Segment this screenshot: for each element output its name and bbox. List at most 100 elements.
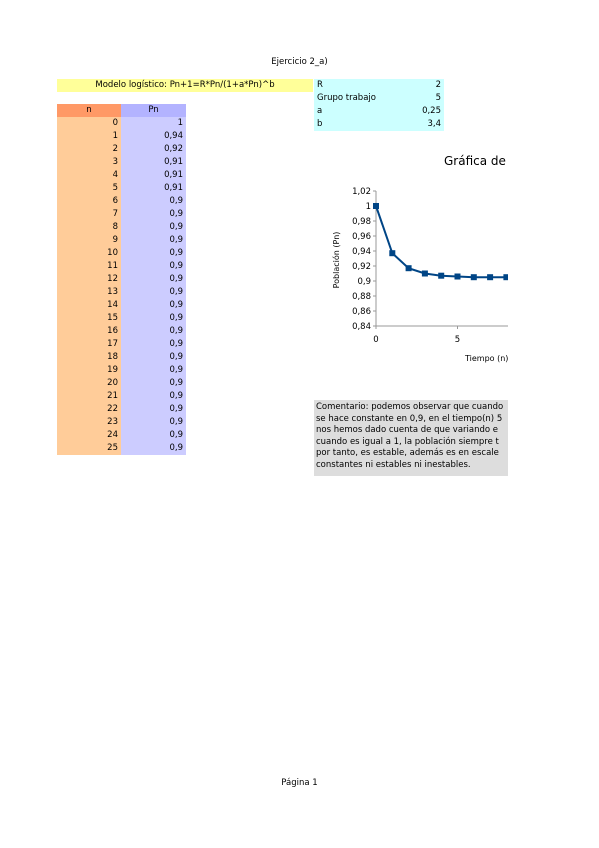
comment-line: Comentario: podemos observar que cuando bbox=[316, 402, 504, 412]
cell-pn: 0,9 bbox=[121, 364, 186, 377]
page-title: Ejercicio 2_a) bbox=[271, 57, 328, 67]
cell-n: 4 bbox=[57, 169, 121, 182]
param-label: R bbox=[317, 80, 323, 90]
series-line bbox=[375, 205, 508, 279]
data-point bbox=[487, 274, 494, 281]
param-label: a bbox=[317, 106, 323, 116]
cell-pn: 0,91 bbox=[121, 156, 186, 169]
param-value: 2 bbox=[435, 80, 441, 90]
table-row: 5 0,91 bbox=[57, 182, 186, 195]
table-row: 16 0,9 bbox=[57, 325, 186, 338]
y-tick-label: 0,88 bbox=[352, 292, 371, 302]
y-tick-label: 0,96 bbox=[352, 232, 371, 242]
cell-n: 15 bbox=[57, 312, 121, 325]
param-value: 0,25 bbox=[422, 106, 441, 116]
cell-pn: 0,9 bbox=[121, 338, 186, 351]
comment-line: se hace constante en 0,9, en el tiempo(n… bbox=[316, 413, 503, 424]
parameters-block: R 2 Grupo trabajo 5 a 0,25 b 3,4 bbox=[314, 79, 444, 131]
y-tick-label: 1 bbox=[366, 202, 371, 212]
cell-n: 19 bbox=[57, 364, 121, 377]
y-axis-label: Población (Pn) bbox=[331, 232, 341, 289]
cell-n: 2 bbox=[57, 143, 121, 156]
cell-pn: 0,91 bbox=[121, 182, 186, 195]
cell-pn: 0,9 bbox=[121, 429, 186, 442]
param-row: b 3,4 bbox=[314, 118, 444, 131]
chart: Gráfica de p 0,84 0,86 0,88 0,9 0,92 0,94 0,96 0… bbox=[322, 150, 508, 370]
cell-n: 8 bbox=[57, 221, 121, 234]
data-table: n Pn 0 1 1 0,94 2 0,92 3 0,91 4 0,91 5 0,91 6 0,9 7 0,9… bbox=[57, 104, 186, 455]
param-value: 3,4 bbox=[427, 119, 441, 129]
cell-pn: 0,9 bbox=[121, 299, 186, 312]
table-row: 22 0,9 bbox=[57, 403, 186, 416]
param-row: Grupo trabajo 5 bbox=[314, 92, 444, 105]
table-row: 2 0,92 bbox=[57, 143, 186, 156]
y-tick-label: 0,84 bbox=[352, 322, 371, 332]
y-tick-label: 0,94 bbox=[352, 247, 371, 257]
comment-line: constantes ni estables ni inestables. bbox=[316, 459, 471, 470]
cell-pn: 0,94 bbox=[121, 130, 186, 143]
header-pn: Pn bbox=[121, 104, 186, 117]
cell-n: 11 bbox=[57, 260, 121, 273]
cell-pn: 0,9 bbox=[121, 390, 186, 403]
cell-n: 0 bbox=[57, 117, 121, 130]
cell-n: 24 bbox=[57, 429, 121, 442]
param-row: R 2 bbox=[314, 79, 444, 92]
data-point bbox=[421, 270, 428, 277]
cell-n: 6 bbox=[57, 195, 121, 208]
param-row: a 0,25 bbox=[314, 105, 444, 118]
cell-pn: 0,9 bbox=[121, 377, 186, 390]
cell-n: 22 bbox=[57, 403, 121, 416]
cell-n: 14 bbox=[57, 299, 121, 312]
cell-pn: 0,9 bbox=[121, 286, 186, 299]
param-label: b bbox=[317, 119, 323, 129]
table-row: 14 0,9 bbox=[57, 299, 186, 312]
cell-pn: 0,9 bbox=[121, 442, 186, 455]
y-tick-label: 0,9 bbox=[357, 277, 371, 287]
param-label: Grupo trabajo bbox=[317, 93, 376, 103]
table-row: 23 0,9 bbox=[57, 416, 186, 429]
cell-n: 21 bbox=[57, 390, 121, 403]
table-row: 12 0,9 bbox=[57, 273, 186, 286]
cell-pn: 0,9 bbox=[121, 260, 186, 273]
table-row: 3 0,91 bbox=[57, 156, 186, 169]
cell-pn: 0,9 bbox=[121, 312, 186, 325]
cell-n: 18 bbox=[57, 351, 121, 364]
table-row: 1 0,94 bbox=[57, 130, 186, 143]
param-value: 5 bbox=[435, 93, 441, 103]
table-row: 20 0,9 bbox=[57, 377, 186, 390]
cell-n: 23 bbox=[57, 416, 121, 429]
comment-line: nos hemos dado cuenta de que variando e bbox=[316, 425, 499, 435]
table-row: 7 0,9 bbox=[57, 208, 186, 221]
chart-title: Gráfica de p bbox=[444, 154, 508, 168]
chart-svg: Gráfica de p 0,84 0,86 0,88 0,9 0,92 0,94 0,96 0… bbox=[331, 154, 508, 363]
cell-pn: 0,91 bbox=[121, 169, 186, 182]
cell-n: 5 bbox=[57, 182, 121, 195]
y-tick-label: 0,98 bbox=[352, 217, 371, 227]
cell-n: 25 bbox=[57, 442, 121, 455]
cell-pn: 0,9 bbox=[121, 351, 186, 364]
data-point bbox=[454, 273, 461, 280]
header-n: n bbox=[57, 104, 121, 117]
cell-n: 1 bbox=[57, 130, 121, 143]
cell-pn: 0,9 bbox=[121, 195, 186, 208]
data-point bbox=[389, 250, 396, 257]
cell-n: 3 bbox=[57, 156, 121, 169]
cell-n: 17 bbox=[57, 338, 121, 351]
cell-pn: 1 bbox=[121, 117, 186, 130]
page-footer: Página 1 bbox=[281, 778, 318, 788]
table-row: 10 0,9 bbox=[57, 247, 186, 260]
table-row: 8 0,9 bbox=[57, 221, 186, 234]
model-formula-cell: Modelo logístico: Pn+1=R*Pn/(1+a*Pn)^b bbox=[57, 79, 313, 92]
table-header: n Pn bbox=[57, 104, 186, 117]
y-tick-label: 0,92 bbox=[352, 262, 371, 272]
cell-pn: 0,9 bbox=[121, 208, 186, 221]
cell-pn: 0,9 bbox=[121, 403, 186, 416]
x-axis-label: Tiempo (n) bbox=[464, 354, 508, 363]
cell-n: 13 bbox=[57, 286, 121, 299]
cell-pn: 0,9 bbox=[121, 247, 186, 260]
cell-n: 9 bbox=[57, 234, 121, 247]
cell-n: 10 bbox=[57, 247, 121, 260]
cell-n: 16 bbox=[57, 325, 121, 338]
table-row: 17 0,9 bbox=[57, 338, 186, 351]
